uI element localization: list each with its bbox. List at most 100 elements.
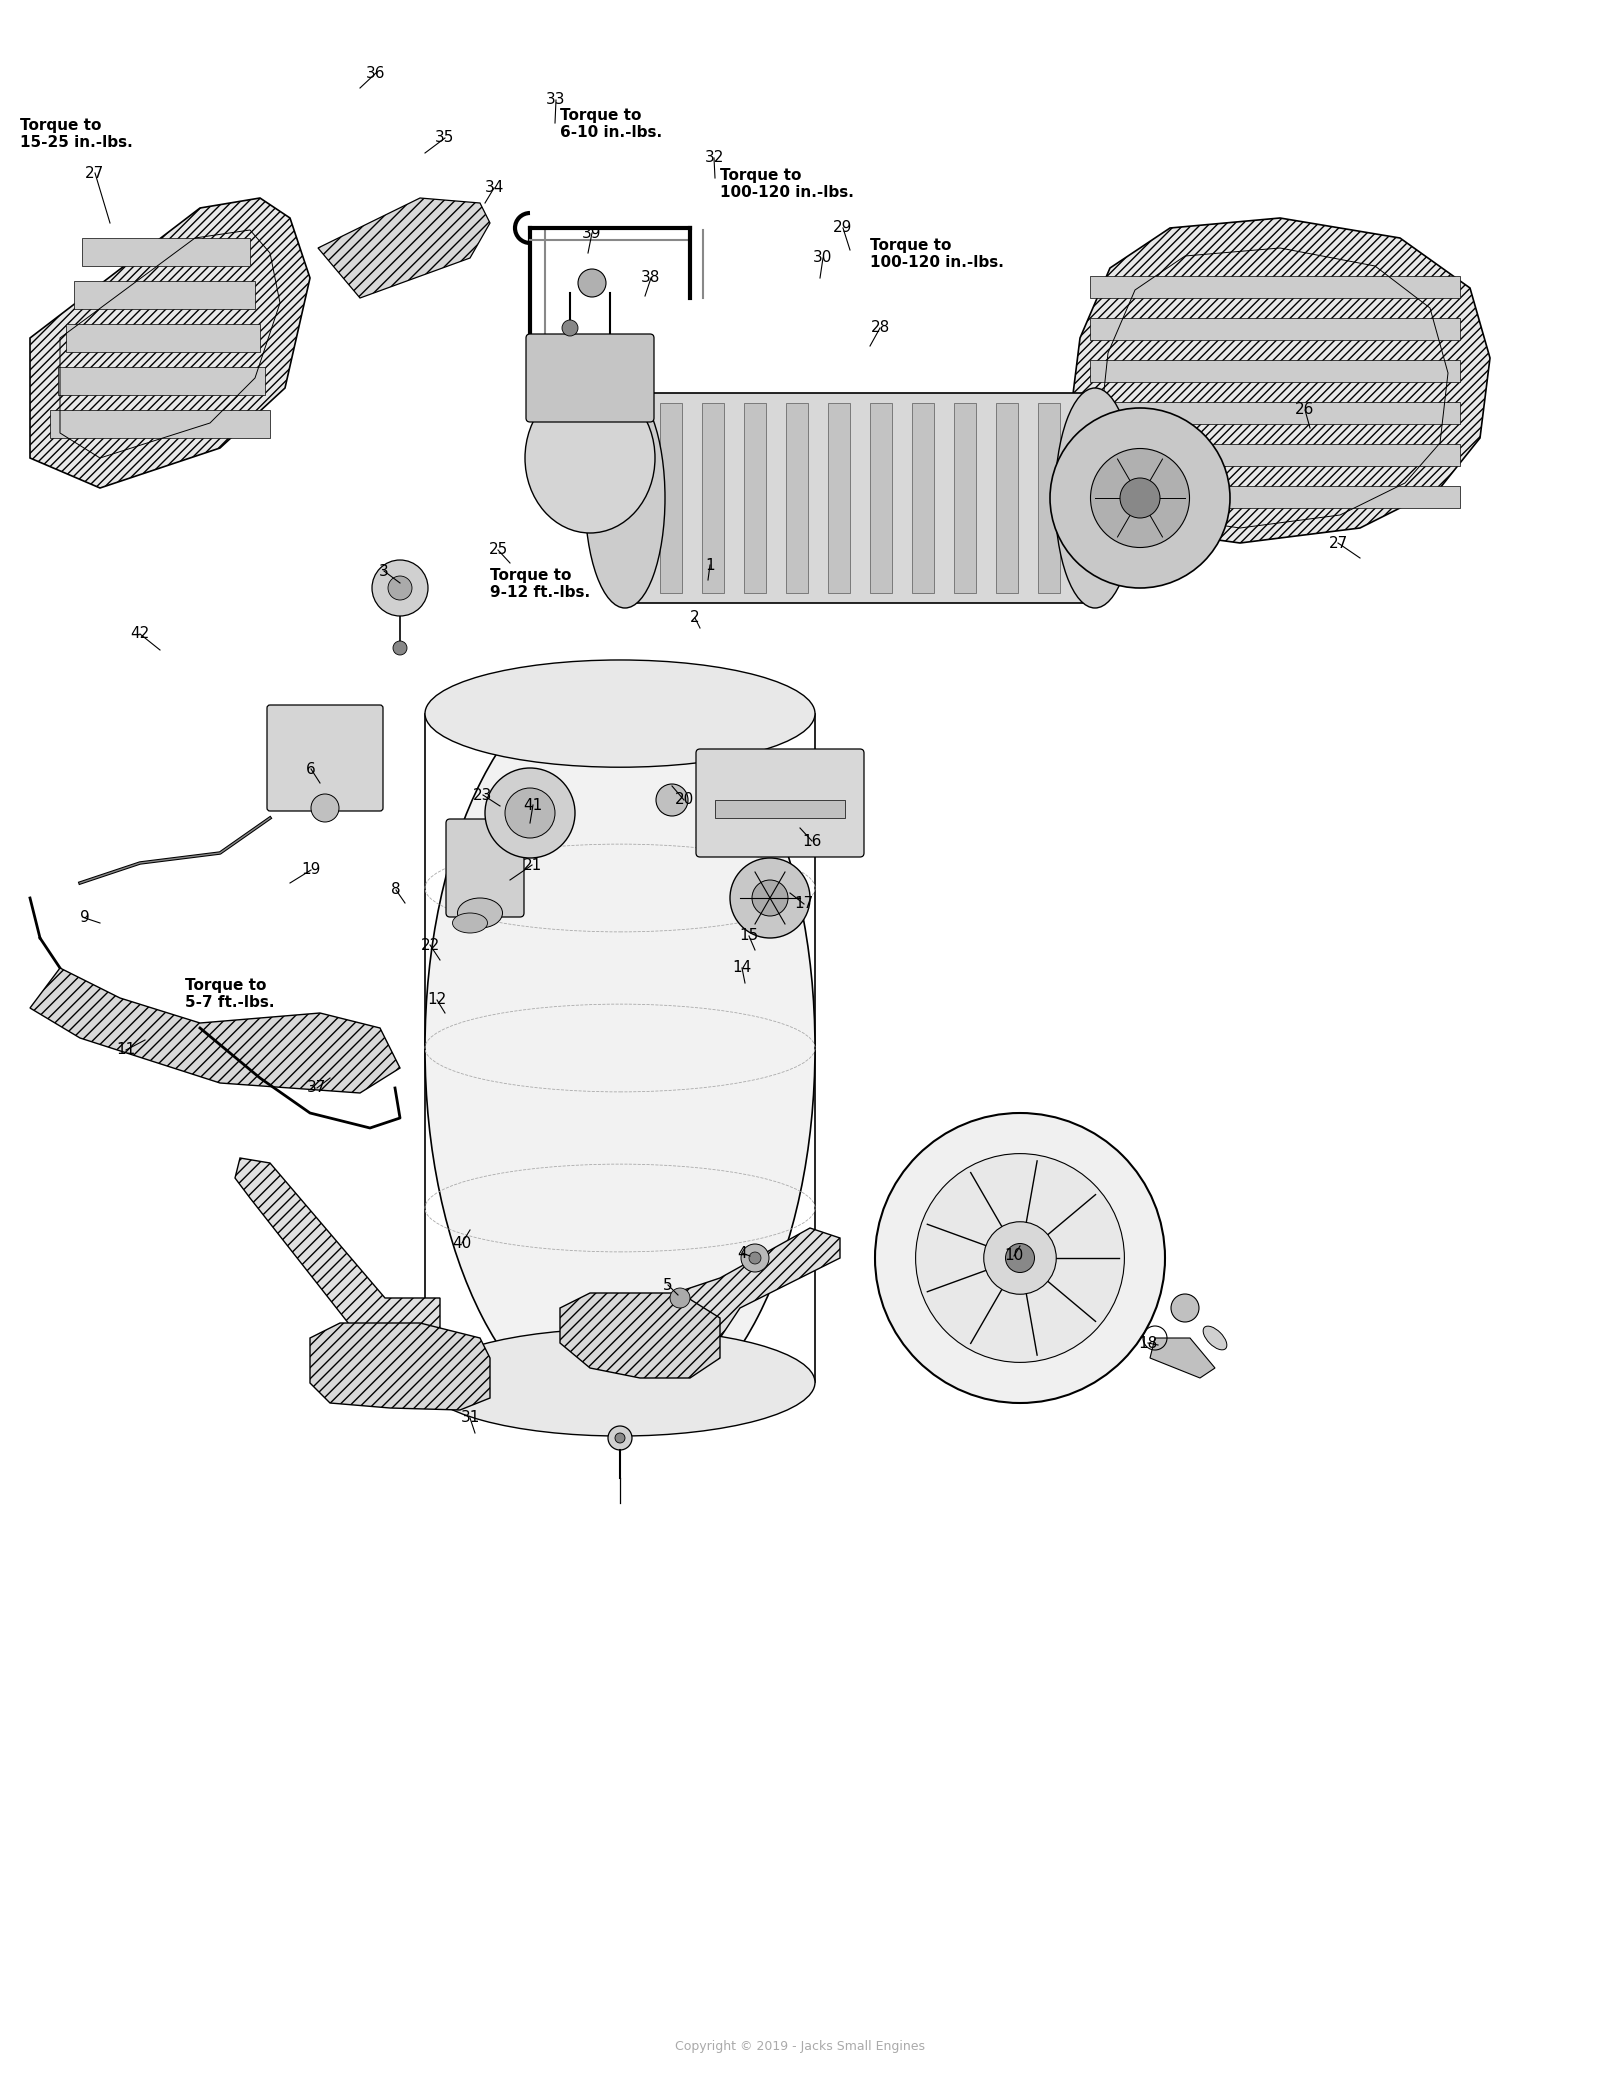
Text: 25: 25 (488, 543, 507, 558)
Text: 39: 39 (582, 224, 602, 241)
Polygon shape (235, 1158, 440, 1339)
Circle shape (562, 321, 578, 336)
Bar (1090, 361, 1459, 382)
Bar (702, 403, 723, 594)
Circle shape (749, 1253, 762, 1263)
Circle shape (1050, 407, 1230, 587)
FancyBboxPatch shape (446, 818, 525, 917)
Circle shape (310, 793, 339, 822)
Ellipse shape (426, 661, 814, 768)
Polygon shape (66, 323, 259, 352)
Text: 4: 4 (738, 1246, 747, 1261)
Text: 21: 21 (522, 858, 542, 873)
Text: 42: 42 (130, 627, 150, 642)
Ellipse shape (458, 898, 502, 927)
FancyBboxPatch shape (526, 334, 654, 422)
Bar (870, 403, 893, 594)
Bar (1090, 319, 1459, 340)
Text: 27: 27 (1328, 535, 1347, 550)
Circle shape (1120, 478, 1160, 518)
Circle shape (741, 1244, 770, 1271)
Circle shape (614, 1433, 626, 1443)
Ellipse shape (506, 789, 555, 837)
Circle shape (875, 1114, 1165, 1404)
Circle shape (608, 1427, 632, 1450)
FancyBboxPatch shape (626, 392, 1094, 602)
Circle shape (730, 858, 810, 938)
Polygon shape (1070, 218, 1490, 543)
Text: 41: 41 (523, 797, 542, 812)
Text: 6: 6 (306, 762, 315, 776)
Bar (829, 403, 850, 594)
Polygon shape (661, 1227, 840, 1339)
Polygon shape (30, 967, 400, 1093)
Bar (954, 403, 976, 594)
Text: 1: 1 (706, 558, 715, 573)
Text: 31: 31 (461, 1410, 480, 1425)
Circle shape (984, 1221, 1056, 1294)
Circle shape (670, 1288, 690, 1307)
Text: 30: 30 (813, 250, 832, 266)
Text: 22: 22 (421, 938, 440, 952)
Text: 33: 33 (546, 92, 566, 107)
Text: 34: 34 (485, 180, 504, 195)
Circle shape (1005, 1244, 1035, 1273)
Text: 29: 29 (834, 220, 853, 235)
Bar (1090, 445, 1459, 466)
Bar (1090, 487, 1459, 508)
Text: 27: 27 (85, 166, 104, 180)
Bar (661, 403, 682, 594)
Text: 37: 37 (307, 1080, 326, 1095)
Polygon shape (50, 409, 270, 438)
Circle shape (915, 1154, 1125, 1362)
Text: 19: 19 (301, 862, 320, 877)
Polygon shape (82, 237, 250, 266)
Text: 20: 20 (674, 793, 694, 808)
Polygon shape (310, 1324, 490, 1410)
Circle shape (1091, 449, 1189, 548)
Ellipse shape (426, 667, 814, 1429)
Text: JACKS®: JACKS® (574, 1024, 706, 1053)
Polygon shape (560, 1292, 720, 1378)
Text: 12: 12 (427, 992, 446, 1007)
Circle shape (656, 785, 688, 816)
Ellipse shape (485, 768, 574, 858)
Text: Torque to
6-10 in.-lbs.: Torque to 6-10 in.-lbs. (560, 107, 662, 141)
Text: 26: 26 (1296, 403, 1315, 418)
Circle shape (371, 560, 429, 617)
Text: 23: 23 (474, 787, 493, 804)
Bar (786, 403, 808, 594)
Ellipse shape (525, 384, 654, 533)
Bar (995, 403, 1018, 594)
Ellipse shape (1054, 388, 1134, 608)
Text: 9: 9 (80, 911, 90, 925)
Text: 17: 17 (794, 896, 814, 911)
Circle shape (394, 642, 406, 655)
Text: 15: 15 (739, 929, 758, 944)
Text: Torque to
100-120 in.-lbs.: Torque to 100-120 in.-lbs. (870, 237, 1003, 271)
Circle shape (1171, 1294, 1198, 1322)
Bar (1090, 403, 1459, 424)
Text: 38: 38 (642, 271, 661, 285)
Text: 16: 16 (802, 833, 822, 848)
Bar (912, 403, 934, 594)
Bar (744, 403, 766, 594)
Polygon shape (74, 281, 254, 308)
Text: Torque to
9-12 ft.-lbs.: Torque to 9-12 ft.-lbs. (490, 569, 590, 600)
Text: 11: 11 (117, 1043, 136, 1057)
Text: 28: 28 (870, 321, 890, 336)
Circle shape (578, 269, 606, 298)
Text: 32: 32 (704, 151, 723, 166)
Ellipse shape (586, 388, 666, 608)
Text: Torque to
5-7 ft.-lbs.: Torque to 5-7 ft.-lbs. (186, 978, 275, 1011)
Circle shape (387, 577, 413, 600)
Polygon shape (1150, 1339, 1214, 1378)
Text: Torque to
15-25 in.-lbs.: Torque to 15-25 in.-lbs. (19, 117, 133, 151)
Text: 36: 36 (366, 65, 386, 80)
Text: 8: 8 (390, 883, 402, 898)
FancyBboxPatch shape (267, 705, 382, 812)
Text: 40: 40 (453, 1236, 472, 1250)
Text: 35: 35 (435, 130, 454, 145)
Polygon shape (58, 367, 266, 394)
Ellipse shape (1203, 1326, 1227, 1349)
